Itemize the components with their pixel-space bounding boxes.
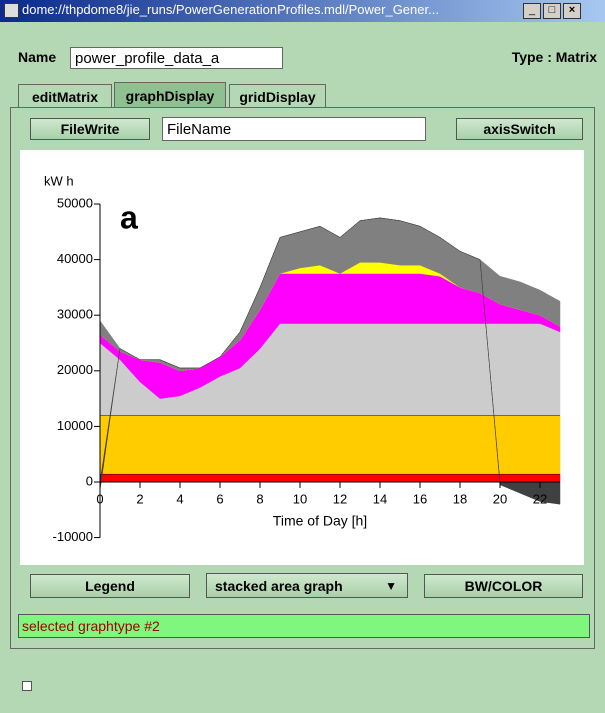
bw-color-button[interactable]: BW/COLOR (424, 574, 583, 598)
file-write-button[interactable]: FileWrite (30, 118, 150, 140)
tab[interactable]: editMatrix (18, 84, 112, 108)
window-title: dome://thpdome8/jie_runs/PowerGeneration… (22, 2, 439, 17)
y-tick-label: 20000 (57, 362, 93, 377)
y-tick-label: 40000 (57, 251, 93, 266)
x-tick-label: 6 (216, 491, 223, 506)
x-tick-label: 12 (333, 491, 347, 506)
x-tick-label: 4 (176, 491, 183, 506)
axis-switch-button[interactable]: axisSwitch (456, 118, 583, 140)
close[interactable]: × (563, 3, 581, 19)
title-bar: dome://thpdome8/jie_runs/PowerGeneration… (0, 0, 605, 22)
minimize[interactable]: _ (523, 3, 541, 19)
x-tick-label: 0 (96, 491, 103, 506)
maximize[interactable]: □ (543, 3, 561, 19)
type-label: Type : Matrix (511, 49, 597, 65)
y-tick-label: 10000 (57, 418, 93, 433)
x-tick-label: 16 (413, 491, 427, 506)
tab-panel (10, 107, 595, 649)
checkbox[interactable] (22, 681, 32, 691)
graph-type-dropdown[interactable]: stacked area graph ▼ (206, 573, 408, 598)
x-tick-label: 18 (453, 491, 467, 506)
dropdown-text: stacked area graph (215, 577, 343, 594)
y-tick-label: 0 (86, 473, 93, 488)
name-field[interactable]: power_profile_data_a (70, 47, 283, 69)
area (99, 473, 561, 483)
dropdown-arrow: ▼ (385, 578, 397, 593)
x-tick-label: 20 (493, 491, 507, 506)
x-tick-label: 2 (136, 491, 143, 506)
name-label: Name (18, 49, 57, 65)
x-tick-label: 22 (533, 491, 547, 506)
tab-selected[interactable]: graphDisplay (114, 82, 226, 108)
x-tick-label: 10 (293, 491, 307, 506)
app-icon (4, 3, 19, 18)
file-name-field[interactable]: FileName (162, 117, 426, 141)
area (99, 415, 561, 474)
x-axis-label: Time of Day [h] (273, 513, 367, 529)
status-bar: selected graphtype #2 (18, 614, 590, 638)
x-tick-label: 14 (373, 491, 387, 506)
y-tick-label: -10000 (53, 529, 93, 544)
tab[interactable]: gridDisplay (229, 84, 326, 108)
legend-button[interactable]: Legend (30, 574, 190, 598)
y-tick-label: 30000 (57, 307, 93, 322)
chart-title: a (120, 199, 138, 235)
x-tick-label: 8 (256, 491, 263, 506)
chart: -10000 0 10000 20000 30000 40000 50000 0 2 4 6 8 10 1… (20, 150, 584, 565)
y-tick-label: 50000 (57, 195, 93, 210)
y-axis-label: kW h (44, 173, 74, 188)
